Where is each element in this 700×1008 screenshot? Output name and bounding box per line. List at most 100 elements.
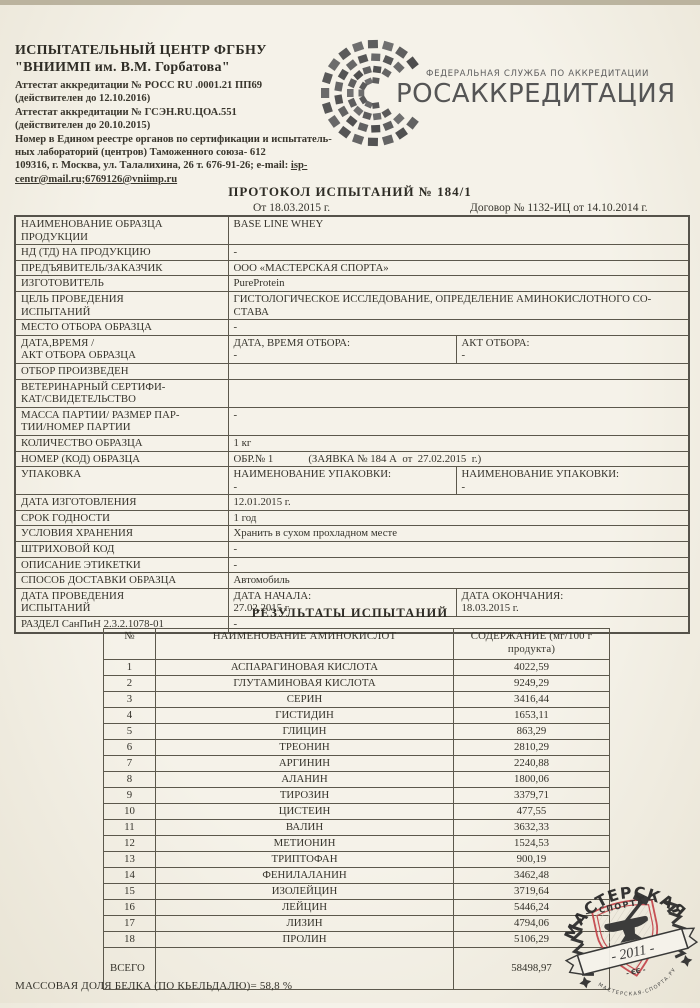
info-label: НОМЕР (КОД) ОБРАЗЦА <box>14 450 229 468</box>
mosaic-tile <box>367 137 379 147</box>
org-name-line2: "ВНИИМП им. В.М. Горбатова" <box>15 60 230 75</box>
mosaic-tile <box>372 65 382 74</box>
row-number: 12 <box>103 835 156 852</box>
info-label: НАИМЕНОВАНИЕ ОБРАЗЦА ПРОДУКЦИИ <box>14 215 229 246</box>
mosaic-tile <box>347 78 358 89</box>
amino-acid-content: 1524,53 <box>453 835 610 852</box>
mosaic-tile <box>371 102 380 109</box>
amino-acid-content: 3632,33 <box>453 819 610 836</box>
amino-acid-name: ТРИПТОФАН <box>155 851 454 868</box>
amino-acid-row: 9 ТИРОЗИН 3379,71 <box>103 787 610 804</box>
mosaic-tile <box>395 127 408 140</box>
mosaic-tile <box>353 70 364 81</box>
info-label: МАССА ПАРТИИ/ РАЗМЕР ПАР- ТИИ/НОМЕР ПАРТ… <box>14 406 229 436</box>
accreditation-line: Аттестат аккредитации № РОСС RU .0001.21… <box>15 80 263 91</box>
amino-acid-row: 6 ТРЕОНИН 2810,29 <box>103 739 610 756</box>
info-label: СРОК ГОДНОСТИ <box>14 509 229 527</box>
star-right-icon <box>680 954 693 967</box>
amino-acid-row: 13 ТРИПТОФАН 900,19 <box>103 851 610 868</box>
registry-line: ных лабораторий (центров) Таможенного со… <box>15 147 266 159</box>
org-name-line1: ИСПЫТАТЕЛЬНЫЙ ЦЕНТР ФГБНУ <box>15 43 267 58</box>
amino-acid-name: ГИСТИДИН <box>155 707 454 724</box>
registry-line: Номер в Едином реестре органов по сертиф… <box>15 133 332 145</box>
info-row: УПАКОВКА НАИМЕНОВАНИЕ УПАКОВКИ: - НАИМЕНОВ… <box>14 466 690 496</box>
accreditation-line: Аттестат аккредитации № ГСЭН.RU.ЦОА.551 <box>15 106 237 118</box>
row-number: 13 <box>103 851 156 868</box>
star-left-icon <box>579 976 592 989</box>
info-value: АКТ ОТБОРА: - <box>455 334 690 364</box>
info-value: ДАТА НАЧАЛА: 27.02.2015 г. <box>227 587 457 618</box>
amino-acid-row: 10 ЦИСТЕИН 477,55 <box>103 803 610 820</box>
amino-acid-row: 8 АЛАНИН 1800,06 <box>103 771 610 788</box>
info-value: PureProtein <box>227 275 690 292</box>
protein-mass-line: МАССОВАЯ ДОЛЯ БЕЛКА (ПО КЬЕЛЬДАЛЮ)= 58,8… <box>15 980 293 992</box>
mosaic-ring-icon <box>321 39 419 147</box>
mosaic-tile <box>359 95 368 105</box>
mosaic-tile <box>357 122 369 132</box>
mosaic-tile <box>345 59 358 71</box>
info-value: ДАТА ОКОНЧАНИЯ: 18.03.2015 г. <box>455 587 690 618</box>
info-row: ДАТА,ВРЕМЯ / АКТ ОТБОРА ОБРАЗЦА ДАТА, ВРЕ… <box>14 334 690 364</box>
row-number: 18 <box>103 931 156 948</box>
results-heading: РЕЗУЛЬТАТЫ ИСПЫТАНИЙ <box>251 606 449 620</box>
info-row: ЦЕЛЬ ПРОВЕДЕНИЯ ИСПЫТАНИЙ ГИСТОЛОГИЧЕСКОЕ… <box>14 290 690 321</box>
results-table: № НАИМЕНОВАНИЕ АМИНОКИСЛОТ СОДЕРЖАНИЕ (м… <box>103 628 610 990</box>
mosaic-tile <box>371 53 381 62</box>
mosaic-tile <box>359 81 368 91</box>
accreditation-line: (действителен до 20.10.2015) <box>15 120 151 132</box>
info-label: ИЗГОТОВИТЕЛЬ <box>14 275 229 292</box>
amino-acid-row: 14 ФЕНИЛАЛАНИН 3462,48 <box>103 867 610 884</box>
col-content-header: СОДЕРЖАНИЕ (мг/100 г продукта) <box>453 628 610 660</box>
info-value: 1 год <box>227 509 690 527</box>
mosaic-tile <box>381 108 392 119</box>
amino-acid-name: ТРЕОНИН <box>155 739 454 756</box>
amino-acid-content: 3379,71 <box>453 787 610 804</box>
amino-acid-name: СЕРИН <box>155 691 454 708</box>
info-value: - <box>227 319 690 336</box>
masterskaya-sporta-stamp: МАСТЕРСКАЯ — СПОРТА — - 2011 - - ЄЄ - МА… <box>551 851 700 1005</box>
row-number: 2 <box>103 675 156 692</box>
mosaic-tile <box>352 41 365 53</box>
row-number: 1 <box>103 659 156 676</box>
col-name-header: НАИМЕНОВАНИЕ АМИНОКИСЛОТ <box>155 628 454 660</box>
amino-acid-content: 1800,06 <box>453 771 610 788</box>
row-number: 14 <box>103 867 156 884</box>
info-value: НАИМЕНОВАНИЕ УПАКОВКИ: - <box>227 466 457 496</box>
amino-acid-name: ЛИЗИН <box>155 915 454 932</box>
accreditation-block: Аттестат аккредитации № РОСС RU .0001.21… <box>15 79 332 186</box>
email-link-part: isp- <box>290 160 308 172</box>
info-value: Автомобиль <box>227 572 690 589</box>
info-row: МАССА ПАРТИИ/ РАЗМЕР ПАР- ТИИ/НОМЕР ПАРТ… <box>14 406 690 436</box>
row-number: 15 <box>103 883 156 900</box>
mosaic-tile <box>395 46 408 59</box>
amino-acid-content: 2810,29 <box>453 739 610 756</box>
amino-acid-name: ФЕНИЛАЛАНИН <box>155 867 454 884</box>
mosaic-tile <box>406 116 419 130</box>
info-value: ГИСТОЛОГИЧЕСКОЕ ИССЛЕДОВАНИЕ, ОПРЕДЕЛЕНИ… <box>227 290 690 321</box>
amino-acid-row: 5 ГЛИЦИН 863,29 <box>103 723 610 740</box>
amino-acid-name: ЦИСТЕИН <box>155 803 454 820</box>
mosaic-tile <box>337 105 349 118</box>
amino-acid-content: 1653,11 <box>453 707 610 724</box>
amino-acid-name: МЕТИОНИН <box>155 835 454 852</box>
mosaic-tile <box>358 89 365 97</box>
amino-acid-name: ИЗОЛЕЙЦИН <box>155 883 454 900</box>
row-number: 3 <box>103 691 156 708</box>
row-number: 10 <box>103 803 156 820</box>
mosaic-tile <box>338 125 352 139</box>
amino-acid-row: 17 ЛИЗИН 4794,06 <box>103 915 610 932</box>
email-line: centr@mail.ru;6769126@vniimp.ru <box>15 173 178 185</box>
info-row: ВЕТЕРИНАРНЫЙ СЕРТИФИ- КАТ/СВИДЕТЕЛЬСТВО <box>14 378 690 408</box>
info-value: 1 кг <box>227 434 690 452</box>
row-number: 9 <box>103 787 156 804</box>
mosaic-tile <box>364 77 374 86</box>
mosaic-tile <box>367 39 379 49</box>
contract-number: Договор № 1132-ИЦ от 14.10.2014 г. <box>470 202 648 214</box>
mosaic-tile <box>364 100 374 109</box>
info-label: МЕСТО ОТБОРА ОБРАЗЦА <box>14 319 229 336</box>
info-row: МЕСТО ОТБОРА ОБРАЗЦА - <box>14 319 690 336</box>
amino-acid-row: 11 ВАЛИН 3632,33 <box>103 819 610 836</box>
info-label: СПОСОБ ДОСТАВКИ ОБРАЗЦА <box>14 572 229 589</box>
total-spacer <box>155 947 454 990</box>
amino-acid-content: 477,55 <box>453 803 610 820</box>
